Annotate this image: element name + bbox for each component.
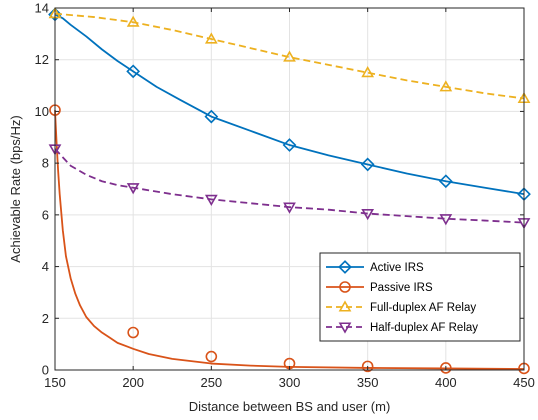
x-tick-label: 150 xyxy=(44,375,66,390)
data-point xyxy=(282,138,297,152)
legend-label: Half-duplex AF Relay xyxy=(370,322,478,334)
data-point xyxy=(204,109,219,124)
grid-layer xyxy=(55,8,524,370)
data-point xyxy=(126,15,140,27)
data-point xyxy=(361,66,375,78)
legend-marker xyxy=(339,281,351,293)
x-tick-label: 450 xyxy=(513,375,535,390)
legend-marker xyxy=(338,300,352,312)
legend-label: Passive IRS xyxy=(370,282,433,294)
y-tick-label: 14 xyxy=(35,1,49,16)
series-line xyxy=(54,110,525,370)
data-point xyxy=(126,183,140,195)
data-point xyxy=(204,194,218,206)
legend-label: Full-duplex AF Relay xyxy=(370,302,476,314)
data-point xyxy=(438,174,453,189)
y-tick-label: 4 xyxy=(42,259,49,274)
data-point xyxy=(204,32,218,44)
y-tick-label: 8 xyxy=(42,156,49,171)
series-line xyxy=(54,12,525,100)
tick-layer: 150 200 250 300 350 400 450 0 2 4 6 8 10 12 14 xyxy=(35,1,535,391)
x-tick-label: 350 xyxy=(357,375,379,390)
series-line xyxy=(54,13,525,196)
legend-item: Active IRS xyxy=(326,260,424,274)
legend-label: Active IRS xyxy=(370,262,424,274)
legend-item: Passive IRS xyxy=(326,281,433,294)
legend-item: Full-duplex AF Relay xyxy=(326,300,476,314)
legend: Active IRS Passive IRS Full-duplex AF Rela… xyxy=(319,252,521,342)
series-line xyxy=(54,148,525,224)
data-point xyxy=(127,326,139,339)
y-axis-label: Achievable Rate (bps/Hz) xyxy=(8,115,23,262)
y-tick-label: 6 xyxy=(42,207,49,222)
data-point xyxy=(439,80,453,92)
y-tick-label: 12 xyxy=(35,52,49,67)
y-tick-label: 10 xyxy=(35,104,49,119)
data-point xyxy=(283,50,296,62)
data-point xyxy=(360,157,375,172)
data-point xyxy=(361,209,375,221)
x-tick-label: 200 xyxy=(122,375,144,390)
y-tick-label: 2 xyxy=(42,311,49,326)
legend-item: Half-duplex AF Relay xyxy=(326,322,478,334)
y-tick-label: 0 xyxy=(42,363,49,378)
series-4 xyxy=(48,144,531,230)
data-point xyxy=(205,350,218,363)
data-point xyxy=(440,362,452,374)
x-tick-label: 300 xyxy=(279,375,301,390)
legend-marker xyxy=(338,322,352,334)
data-point xyxy=(126,64,141,79)
data-point xyxy=(283,202,296,214)
data-point xyxy=(361,360,374,373)
x-tick-label: 250 xyxy=(200,375,222,390)
x-tick-label: 400 xyxy=(435,375,457,390)
data-point xyxy=(439,214,453,226)
x-axis-label: Distance between BS and user (m) xyxy=(189,399,391,414)
legend-marker xyxy=(338,260,352,274)
